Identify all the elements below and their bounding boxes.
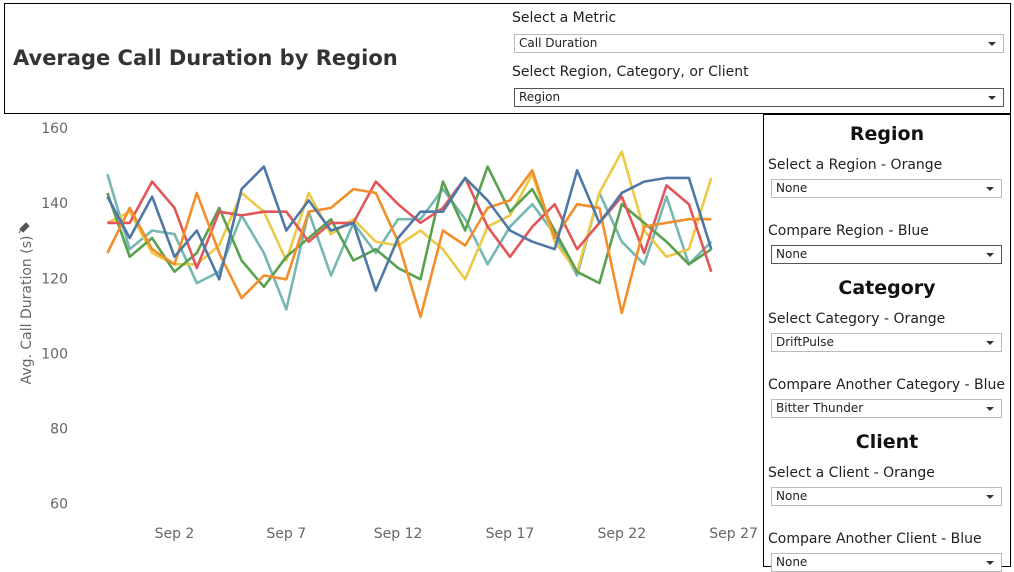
control-label: Select Region, Category, or Client [512, 64, 749, 80]
pin-icon [18, 222, 30, 234]
y-axis-label: Avg. Call Duration (s) [19, 236, 35, 385]
dashboard-title: Average Call Duration by Region [13, 46, 398, 70]
header: Average Call Duration by Region Select a… [4, 3, 1011, 114]
x-tick-label: Sep 27 [709, 526, 758, 542]
section-heading: Category [838, 277, 936, 299]
dropdown[interactable]: Bitter Thunder [771, 399, 1002, 418]
x-tick-label: Sep 22 [597, 526, 646, 542]
y-tick-label: 140 [41, 196, 68, 212]
dropdown[interactable]: None [771, 487, 1002, 506]
y-tick-label: 120 [41, 271, 68, 287]
y-tick-label: 80 [50, 422, 68, 438]
line-chart: Avg. Call Duration (s) 60 80 100 120 140 160 S… [18, 121, 758, 542]
filter-label: Select a Client - Orange [768, 465, 935, 481]
y-tick-label: 160 [41, 121, 68, 137]
dropdown[interactable]: Region [514, 88, 1004, 107]
section-heading: Region [849, 123, 925, 145]
dropdown[interactable]: DriftPulse [771, 333, 1002, 352]
y-tick-label: 100 [41, 346, 68, 362]
filter-label: Select Category - Orange [768, 311, 946, 327]
y-tick-label: 60 [50, 497, 68, 513]
dropdown[interactable]: Call Duration [514, 34, 1004, 53]
control-label: Select a Metric [512, 10, 617, 26]
series-line [106, 169, 712, 319]
dropdown[interactable]: None [771, 553, 1002, 572]
series-line [106, 165, 713, 289]
filter-label: Compare Region - Blue [768, 223, 929, 239]
filter-label: Select a Region - Orange [768, 157, 943, 173]
filter-panel: Region Select a Region - Orange None Compar… [763, 114, 1011, 572]
series-line [106, 165, 713, 292]
x-tick-label: Sep 2 [155, 526, 195, 542]
x-tick-label: Sep 17 [486, 526, 535, 542]
section-heading: Client [855, 431, 919, 453]
x-tick-label: Sep 12 [374, 526, 423, 542]
series-line [106, 173, 713, 311]
filter-label: Compare Another Category - Blue [768, 377, 1006, 393]
series-line [106, 150, 713, 281]
dropdown[interactable]: None [771, 245, 1002, 264]
x-tick-label: Sep 7 [266, 526, 306, 542]
dropdown[interactable]: None [771, 179, 1002, 198]
filter-label: Compare Another Client - Blue [768, 531, 982, 547]
